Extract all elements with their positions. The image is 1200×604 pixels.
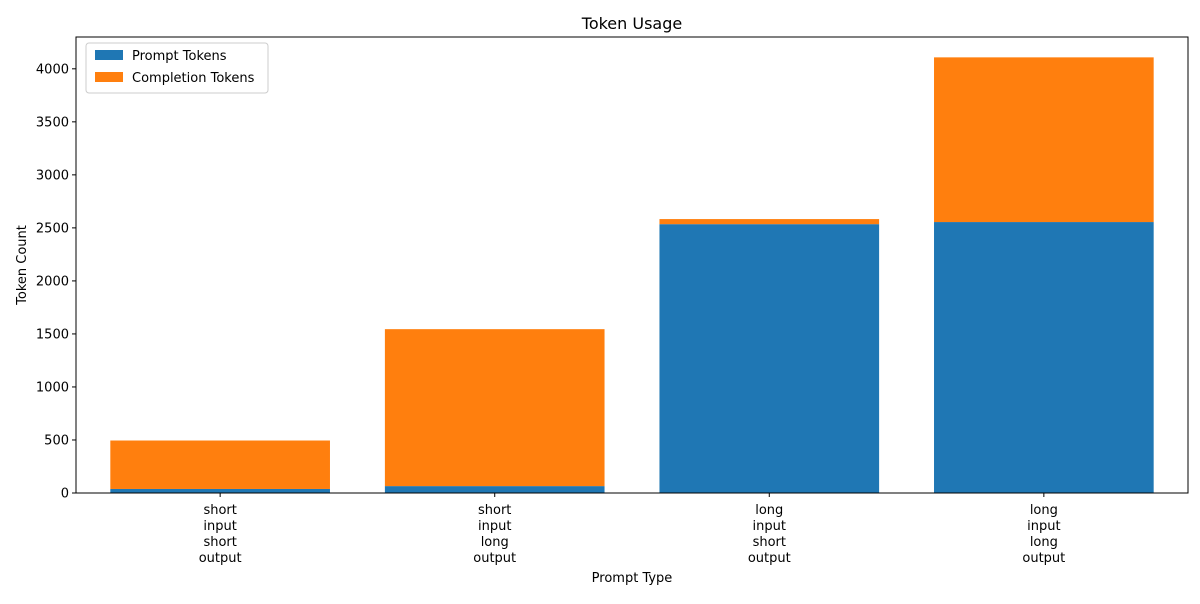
legend: Prompt Tokens Completion Tokens xyxy=(85,42,269,94)
y-tick-label: 3500 xyxy=(36,115,69,130)
x-axis: short input short output short input long outpu… xyxy=(199,493,1065,566)
x-axis-label: Prompt Type xyxy=(592,571,673,586)
legend-label-completion: Completion Tokens xyxy=(132,71,255,86)
plot-frame xyxy=(75,36,1189,494)
legend-frame xyxy=(85,42,269,94)
bar-series-0-category-2 xyxy=(659,224,880,494)
x-tick-label: short input long output xyxy=(473,503,516,566)
bars-layer xyxy=(110,57,1154,494)
legend-swatch-prompt xyxy=(95,50,123,60)
bar-series-0-category-1 xyxy=(384,486,605,493)
x-tick-label: short input short output xyxy=(199,503,242,566)
y-tick-label: 2500 xyxy=(36,221,69,236)
y-tick-label: 3000 xyxy=(36,168,69,183)
y-tick-label: 0 xyxy=(61,487,69,502)
legend-label-prompt: Prompt Tokens xyxy=(132,49,227,64)
bar-series-1-category-1 xyxy=(384,329,605,487)
y-tick-label: 2000 xyxy=(36,274,69,289)
y-axis-label: Token Count xyxy=(15,225,30,306)
y-tick-label: 500 xyxy=(44,433,69,448)
legend-swatch-completion xyxy=(95,72,123,82)
y-tick-label: 1500 xyxy=(36,327,69,342)
bar-series-0-category-3 xyxy=(934,222,1154,494)
y-tick-label: 1000 xyxy=(36,380,69,395)
x-tick-label: long input long output xyxy=(1022,503,1065,566)
x-tick-label: long input short output xyxy=(748,503,791,566)
bar-series-1-category-3 xyxy=(934,57,1154,223)
bar-series-0-category-0 xyxy=(110,488,330,493)
chart-title: Token Usage xyxy=(581,14,682,33)
bar-series-1-category-0 xyxy=(110,440,330,489)
y-axis: 0 500 1000 1500 2000 2500 3000 3500 4000 xyxy=(36,62,76,502)
y-tick-label: 4000 xyxy=(36,62,69,77)
bar-series-1-category-2 xyxy=(659,219,880,225)
